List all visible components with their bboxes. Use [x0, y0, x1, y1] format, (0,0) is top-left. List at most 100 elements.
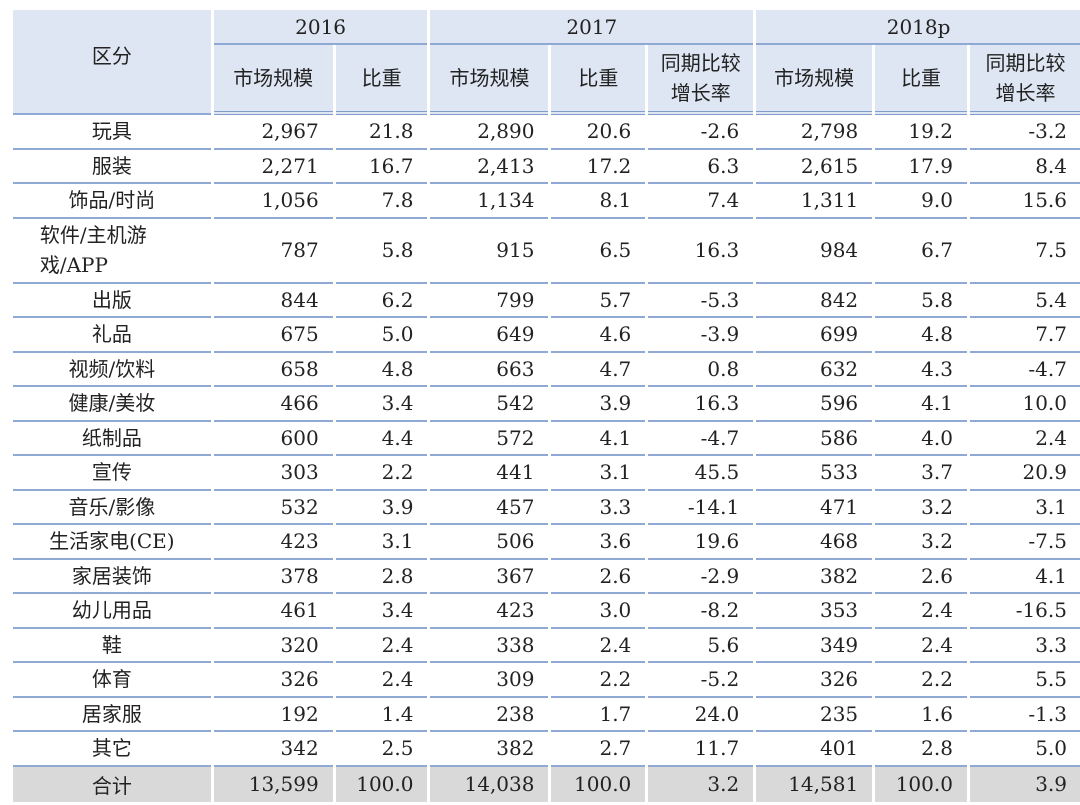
table-row: 居家服 192 1.4 238 1.7 24.0 235 1.6 -1.3	[13, 698, 1080, 732]
cell-value: 506	[430, 525, 549, 560]
cell-value: 11.7	[648, 732, 754, 767]
table-row: 服装 2,271 16.7 2,413 17.2 6.3 2,615 17.9 8.4	[13, 150, 1080, 184]
cell-value: 1.4	[335, 698, 428, 732]
cell-value: -8.2	[648, 594, 754, 629]
cell-value: 3.1	[335, 525, 428, 560]
cell-value: 6.3	[648, 150, 754, 184]
cell-value: 378	[213, 560, 333, 594]
row-label-text: 健康/美妆	[68, 391, 156, 416]
cell-value: 675	[213, 318, 333, 353]
table-row: 软件/主机游戏/APP 787 5.8 915 6.5 16.3 984 6.7 7.5	[13, 219, 1080, 284]
cell-value: 4.6	[551, 318, 646, 353]
cell-value: 3.2	[875, 525, 967, 560]
row-label-text: 软件/主机游戏/APP	[39, 223, 147, 277]
cell-value: 3.3	[969, 629, 1080, 663]
row-label: 软件/主机游戏/APP	[13, 219, 211, 284]
column-header: 比重	[551, 45, 646, 115]
cell-value: 4.8	[335, 353, 428, 387]
header-label: 区分	[13, 10, 211, 115]
total-value: 3.9	[969, 766, 1080, 802]
cell-value: 4.7	[551, 353, 646, 387]
cell-value: 4.1	[551, 422, 646, 456]
cell-value: 309	[430, 663, 549, 698]
table-body: 玩具 2,967 21.8 2,890 20.6 -2.6 2,798 19.2 -3.2 服装 2…	[13, 115, 1080, 802]
cell-value: 2.2	[551, 663, 646, 698]
cell-value: 1,311	[756, 184, 873, 219]
cell-value: 1,134	[430, 184, 549, 219]
cell-value: 632	[756, 353, 873, 387]
table-row: 鞋 320 2.4 338 2.4 5.6 349 2.4 3.3	[13, 629, 1080, 663]
cell-value: 542	[430, 387, 549, 422]
row-label: 饰品/时尚	[13, 184, 211, 219]
cell-value: 1,056	[213, 184, 333, 219]
cell-value: 2.4	[875, 594, 967, 629]
cell-value: 8.1	[551, 184, 646, 219]
cell-value: 3.3	[551, 491, 646, 525]
row-label: 视频/饮料	[13, 353, 211, 387]
cell-value: 4.1	[969, 560, 1080, 594]
row-label: 幼儿用品	[13, 594, 211, 629]
cell-value: 799	[430, 284, 549, 318]
cell-value: 461	[213, 594, 333, 629]
cell-value: 235	[756, 698, 873, 732]
column-header: 市场规模	[213, 45, 333, 115]
cell-value: 466	[213, 387, 333, 422]
column-header: 比重	[335, 45, 428, 115]
table-header: 区分 2016 2017 2018p 市场规模 比重 市场规模 比重 同期比较增长率 市场…	[13, 10, 1080, 115]
row-label: 服装	[13, 150, 211, 184]
cell-value: 16.3	[648, 387, 754, 422]
row-label-text: 幼儿用品	[71, 598, 152, 623]
total-row: 合计 13,599 100.0 14,038 100.0 3.2 14,581 100.0 3.…	[13, 766, 1080, 802]
table-row: 音乐/影像 532 3.9 457 3.3 -14.1 471 3.2 3.1	[13, 491, 1080, 525]
column-header-text: 比重	[578, 66, 619, 90]
cell-value: 2,271	[213, 150, 333, 184]
cell-value: 21.8	[335, 115, 428, 150]
column-header-text: 比重	[361, 66, 402, 90]
cell-value: 0.8	[648, 353, 754, 387]
table-row: 礼品 675 5.0 649 4.6 -3.9 699 4.8 7.7	[13, 318, 1080, 353]
cell-value: 320	[213, 629, 333, 663]
row-label: 其它	[13, 732, 211, 767]
row-label-text: 视频/饮料	[68, 356, 156, 381]
cell-value: 5.7	[551, 284, 646, 318]
total-value: 100.0	[551, 766, 646, 802]
cell-value: 423	[430, 594, 549, 629]
row-label-text: 纸制品	[81, 425, 142, 450]
column-header: 市场规模	[430, 45, 549, 115]
cell-value: 17.2	[551, 150, 646, 184]
table-row: 生活家电(CE) 423 3.1 506 3.6 19.6 468 3.2 -7.5	[13, 525, 1080, 560]
cell-value: 3.4	[335, 594, 428, 629]
row-label: 礼品	[13, 318, 211, 353]
cell-value: 844	[213, 284, 333, 318]
cell-value: 5.8	[335, 219, 428, 284]
cell-value: 5.6	[648, 629, 754, 663]
cell-value: 984	[756, 219, 873, 284]
cell-value: 2.2	[335, 456, 428, 491]
table-row: 饰品/时尚 1,056 7.8 1,134 8.1 7.4 1,311 9.0 15.6	[13, 184, 1080, 219]
table-row: 体育 326 2.4 309 2.2 -5.2 326 2.2 5.5	[13, 663, 1080, 698]
cell-value: 353	[756, 594, 873, 629]
cell-value: 2.4	[551, 629, 646, 663]
cell-value: 5.8	[875, 284, 967, 318]
table-row: 家居装饰 378 2.8 367 2.6 -2.9 382 2.6 4.1	[13, 560, 1080, 594]
cell-value: 2.4	[335, 629, 428, 663]
cell-value: 2.4	[335, 663, 428, 698]
cell-value: -2.6	[648, 115, 754, 150]
cell-value: 401	[756, 732, 873, 767]
table-row: 纸制品 600 4.4 572 4.1 -4.7 586 4.0 2.4	[13, 422, 1080, 456]
table-row: 宣传 303 2.2 441 3.1 45.5 533 3.7 20.9	[13, 456, 1080, 491]
cell-value: 15.6	[969, 184, 1080, 219]
cell-value: 6.2	[335, 284, 428, 318]
column-header: 市场规模	[756, 45, 873, 115]
cell-value: 1.6	[875, 698, 967, 732]
cell-value: 2,890	[430, 115, 549, 150]
row-label: 音乐/影像	[13, 491, 211, 525]
cell-value: 4.1	[875, 387, 967, 422]
cell-value: 5.5	[969, 663, 1080, 698]
cell-value: 338	[430, 629, 549, 663]
cell-value: 3.9	[551, 387, 646, 422]
cell-value: 10.0	[969, 387, 1080, 422]
cell-value: 2.4	[875, 629, 967, 663]
total-value: 14,581	[756, 766, 873, 802]
table-row: 其它 342 2.5 382 2.7 11.7 401 2.8 5.0	[13, 732, 1080, 767]
